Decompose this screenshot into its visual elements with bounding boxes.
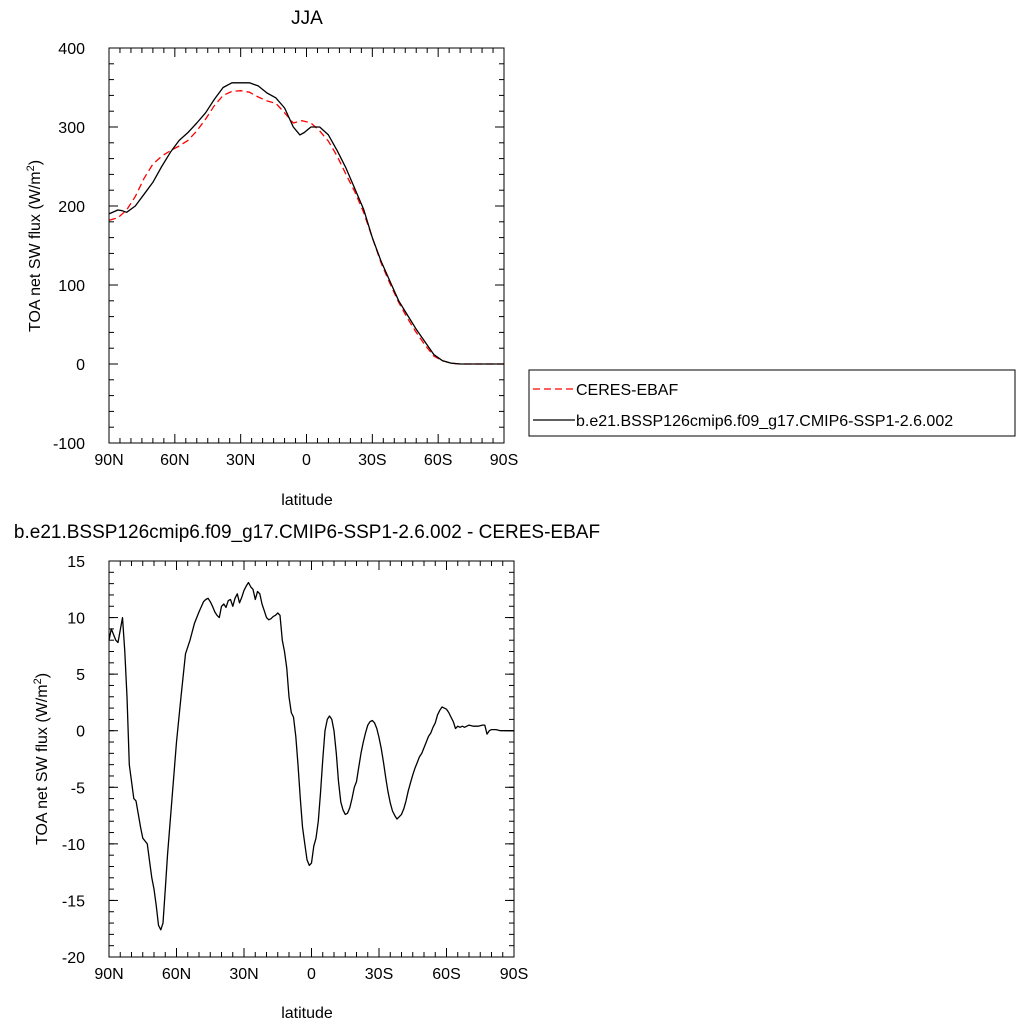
bottom-x-tick-label: 30S xyxy=(365,966,393,983)
top-series-lines xyxy=(108,82,504,365)
top-panel: JJA 90N 60N 30N 0 30S 60S 90S -100 0 100 200 300 400… xyxy=(25,8,1016,509)
bottom-series-lines xyxy=(108,581,514,931)
top-x-tick-label: 90S xyxy=(490,452,518,469)
top-x-tick-label: 30S xyxy=(358,452,386,469)
bottom-y-tick-label: 15 xyxy=(67,554,85,571)
bottom-y-tick-label: -10 xyxy=(62,837,85,854)
top-y-axis-label-close: ) xyxy=(27,160,44,165)
bottom-x-tick-label: 60S xyxy=(432,966,460,983)
legend: CERES-EBAF b.e21.BSSP126cmip6.f09_g17.CM… xyxy=(528,369,1016,437)
top-series-line-0 xyxy=(108,90,504,365)
top-y-tick-label: 200 xyxy=(58,199,85,216)
bottom-y-axis-label-close: ) xyxy=(34,673,51,678)
top-plot-frame xyxy=(108,47,505,444)
bottom-panel: b.e21.BSSP126cmip6.f09_g17.CMIP6-SSP1-2.… xyxy=(14,522,600,1022)
top-y-tick-label: 400 xyxy=(58,41,85,58)
bottom-y-tick-label: 5 xyxy=(76,667,85,684)
bottom-plot-frame xyxy=(108,560,515,958)
bottom-y-tick-label: 10 xyxy=(67,611,85,628)
top-x-tick-label: 0 xyxy=(302,452,311,469)
legend-label-ceres: CERES-EBAF xyxy=(576,382,678,399)
top-y-tick-label: 100 xyxy=(58,278,85,295)
top-x-tick-label: 60N xyxy=(160,452,189,469)
top-chart-title: JJA xyxy=(291,8,323,29)
top-y-axis-label-sup: 2 xyxy=(25,165,37,171)
bottom-y-axis-label: TOA net SW flux (W/m2) xyxy=(32,673,51,845)
bottom-y-tick-label: -20 xyxy=(62,950,85,967)
bottom-x-tick-label: 0 xyxy=(307,966,316,983)
top-x-tick-label: 90N xyxy=(94,452,123,469)
legend-box xyxy=(528,369,1016,437)
bottom-y-axis-label-sup: 2 xyxy=(32,678,44,684)
top-x-tick-label: 30N xyxy=(226,452,255,469)
bottom-y-tick-label: 0 xyxy=(76,724,85,741)
bottom-x-tick-label: 90S xyxy=(500,966,528,983)
top-y-tick-label: 0 xyxy=(76,357,85,374)
bottom-x-axis-label: latitude xyxy=(281,1005,333,1022)
top-x-tick-label: 60S xyxy=(424,452,452,469)
bottom-y-tick-label: -5 xyxy=(71,780,85,797)
bottom-x-tick-label: 60N xyxy=(162,966,191,983)
bottom-y-axis-label-text: TOA net SW flux (W/m xyxy=(34,684,51,845)
top-series-line-1 xyxy=(108,82,504,365)
legend-label-model: b.e21.BSSP126cmip6.f09_g17.CMIP6-SSP1-2.… xyxy=(576,413,953,430)
bottom-chart-title: b.e21.BSSP126cmip6.f09_g17.CMIP6-SSP1-2.… xyxy=(14,522,600,543)
top-y-tick-label: -100 xyxy=(53,436,85,453)
top-y-axis-label: TOA net SW flux (W/m2) xyxy=(25,160,44,332)
top-x-axis-label: latitude xyxy=(281,492,333,509)
bottom-x-tick-label: 30N xyxy=(229,966,258,983)
top-y-axis-label-text: TOA net SW flux (W/m xyxy=(27,171,44,332)
bottom-ticks: 90N 60N 30N 0 30S 60S 90S -20 -15 -10 -5 0 5 10 15 xyxy=(62,554,528,983)
bottom-x-tick-label: 90N xyxy=(94,966,123,983)
bottom-y-tick-label: -15 xyxy=(62,893,85,910)
top-y-tick-label: 300 xyxy=(58,120,85,137)
bottom-series-line-0 xyxy=(108,581,514,931)
